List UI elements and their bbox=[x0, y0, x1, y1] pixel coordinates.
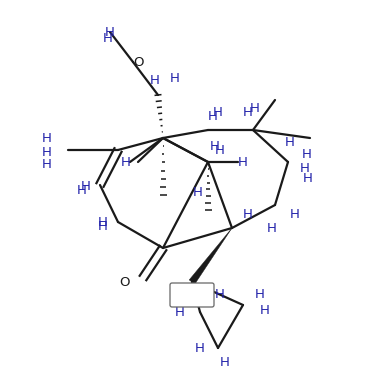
Polygon shape bbox=[189, 228, 232, 284]
Text: H: H bbox=[175, 305, 185, 318]
Text: H: H bbox=[81, 181, 91, 193]
Text: H: H bbox=[150, 73, 160, 86]
Text: H: H bbox=[260, 303, 270, 317]
Text: H: H bbox=[98, 215, 108, 229]
Text: H: H bbox=[243, 105, 253, 119]
Text: H: H bbox=[42, 132, 52, 144]
Text: H: H bbox=[238, 156, 248, 169]
Text: Aos: Aos bbox=[182, 288, 203, 301]
Text: H: H bbox=[243, 208, 253, 222]
Text: H: H bbox=[267, 222, 277, 235]
Text: H: H bbox=[42, 159, 52, 171]
Text: H: H bbox=[121, 156, 131, 169]
Text: H: H bbox=[195, 342, 205, 354]
Text: H: H bbox=[215, 288, 225, 301]
Text: H: H bbox=[220, 356, 230, 369]
Text: H: H bbox=[290, 208, 300, 222]
Text: H: H bbox=[213, 105, 223, 119]
Text: H: H bbox=[208, 110, 218, 124]
Text: H: H bbox=[255, 288, 265, 301]
Text: H: H bbox=[285, 137, 295, 149]
Text: H: H bbox=[303, 171, 313, 185]
Text: H: H bbox=[77, 183, 87, 196]
Text: H: H bbox=[103, 32, 113, 44]
Text: H: H bbox=[170, 71, 180, 85]
FancyBboxPatch shape bbox=[170, 283, 214, 307]
Text: H: H bbox=[300, 161, 310, 174]
Text: H: H bbox=[250, 102, 260, 115]
Text: H: H bbox=[193, 186, 203, 198]
Text: H: H bbox=[215, 144, 225, 156]
Text: O: O bbox=[133, 56, 143, 68]
Text: H: H bbox=[302, 149, 312, 161]
Text: H: H bbox=[98, 220, 108, 232]
Text: O: O bbox=[120, 276, 130, 288]
Text: H: H bbox=[42, 146, 52, 159]
Text: H: H bbox=[105, 25, 115, 39]
Text: H: H bbox=[210, 141, 220, 154]
